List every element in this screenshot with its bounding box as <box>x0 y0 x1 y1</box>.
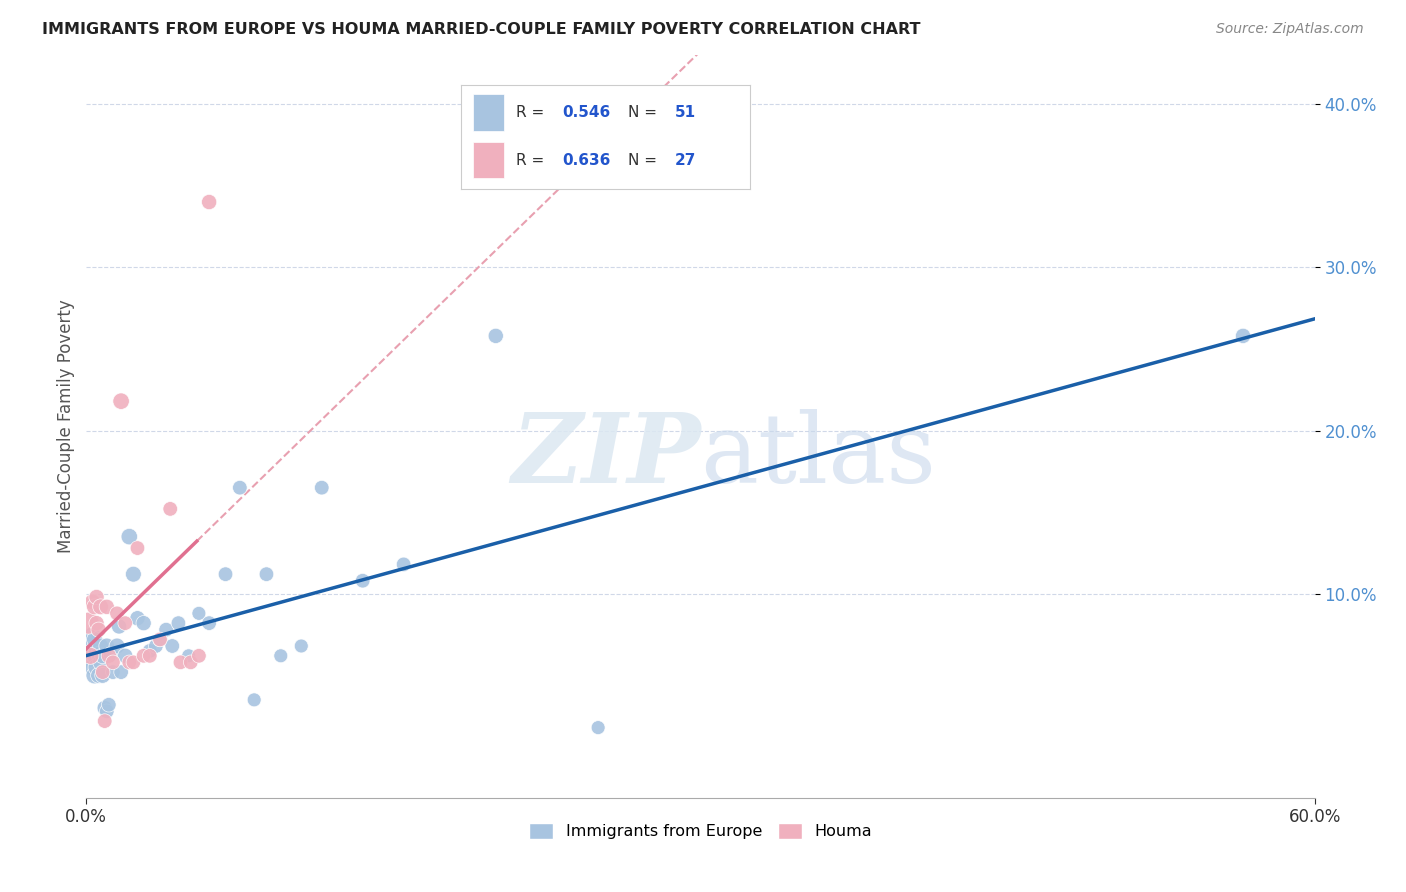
Point <box>214 567 236 582</box>
Point <box>87 647 110 661</box>
Point <box>127 541 149 555</box>
Point <box>311 481 333 495</box>
Point <box>101 656 124 670</box>
Point <box>139 648 162 663</box>
Point <box>110 394 132 409</box>
Point <box>177 648 200 663</box>
Point <box>87 668 110 682</box>
Point <box>149 632 172 647</box>
Point <box>79 652 101 666</box>
Point <box>122 567 145 582</box>
Point <box>114 616 136 631</box>
Point <box>82 644 104 658</box>
Point <box>118 656 141 670</box>
Point <box>270 648 292 663</box>
Point <box>86 644 108 658</box>
Point <box>90 599 112 614</box>
Point <box>187 607 209 621</box>
Point <box>149 632 172 647</box>
Point <box>105 607 128 621</box>
Point <box>139 644 162 658</box>
Text: atlas: atlas <box>700 409 936 503</box>
Point <box>198 195 221 210</box>
Text: Source: ZipAtlas.com: Source: ZipAtlas.com <box>1216 22 1364 37</box>
Point <box>229 481 252 495</box>
Point <box>82 660 104 674</box>
Point <box>110 665 132 679</box>
Point <box>198 616 221 631</box>
Point <box>169 656 191 670</box>
Legend: Immigrants from Europe, Houma: Immigrants from Europe, Houma <box>523 816 879 846</box>
Point <box>86 616 108 631</box>
Point <box>586 721 609 735</box>
Point <box>145 639 167 653</box>
Point <box>83 632 105 647</box>
Point <box>87 623 110 637</box>
Point <box>91 665 114 679</box>
Point <box>91 668 114 682</box>
Point <box>159 502 181 516</box>
Point <box>167 616 190 631</box>
Point <box>256 567 278 582</box>
Point <box>79 648 101 663</box>
Point <box>82 595 104 609</box>
Point <box>132 648 155 663</box>
Point <box>122 656 145 670</box>
Point <box>1232 329 1254 343</box>
Point <box>392 558 415 572</box>
Point <box>485 329 508 343</box>
Point <box>114 648 136 663</box>
Point <box>97 648 120 663</box>
Point <box>100 647 122 661</box>
Point <box>82 627 104 641</box>
Point <box>86 660 108 674</box>
Point <box>96 704 118 718</box>
Point <box>96 599 118 614</box>
Point <box>155 623 177 637</box>
Point <box>93 714 115 728</box>
Point <box>97 698 120 712</box>
Point <box>132 616 155 631</box>
Point <box>352 574 374 588</box>
Y-axis label: Married-Couple Family Poverty: Married-Couple Family Poverty <box>58 300 75 553</box>
Point <box>127 611 149 625</box>
Point <box>108 619 131 633</box>
Point <box>83 599 105 614</box>
Point <box>90 656 112 670</box>
Text: ZIP: ZIP <box>510 409 700 503</box>
Point <box>243 693 266 707</box>
Point <box>91 648 114 663</box>
Point <box>83 648 105 663</box>
Point <box>187 648 209 663</box>
Text: IMMIGRANTS FROM EUROPE VS HOUMA MARRIED-COUPLE FAMILY POVERTY CORRELATION CHART: IMMIGRANTS FROM EUROPE VS HOUMA MARRIED-… <box>42 22 921 37</box>
Point <box>101 665 124 679</box>
Point <box>90 639 112 653</box>
Point <box>105 639 128 653</box>
Point <box>79 636 101 650</box>
Point <box>83 668 105 682</box>
Point <box>93 701 115 715</box>
Point <box>118 530 141 544</box>
Point <box>77 616 100 631</box>
Point <box>86 590 108 604</box>
Point <box>162 639 184 653</box>
Point <box>290 639 312 653</box>
Point <box>96 639 118 653</box>
Point <box>180 656 202 670</box>
